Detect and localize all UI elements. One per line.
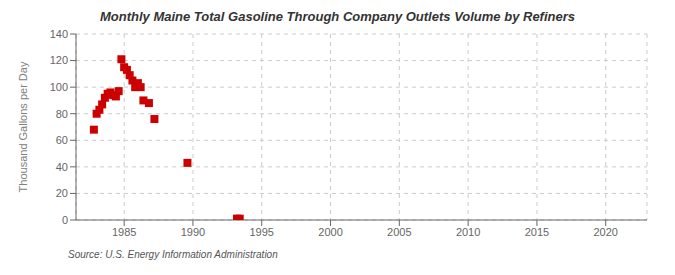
svg-text:20: 20 [56, 187, 68, 199]
svg-text:80: 80 [56, 108, 68, 120]
svg-text:2000: 2000 [318, 226, 342, 238]
svg-text:1995: 1995 [250, 226, 274, 238]
html-text:Monthly Maine Total Gasoline T: Monthly Maine Total Gasoline Through Com… [100, 9, 575, 24]
svg-text:2020: 2020 [593, 226, 617, 238]
svg-text:2015: 2015 [525, 226, 549, 238]
html-text:Source: U.S. Energy Informatio: Source: U.S. Energy Information Administ… [68, 249, 278, 260]
svg-text:2005: 2005 [387, 226, 411, 238]
svg-text:40: 40 [56, 161, 68, 173]
svg-text:140: 140 [50, 28, 68, 40]
svg-text:Thousand Gallons per Day: Thousand Gallons per Day [17, 61, 29, 192]
svg-text:1985: 1985 [112, 226, 136, 238]
svg-text:0: 0 [62, 214, 68, 226]
svg-text:100: 100 [50, 81, 68, 93]
svg-text:60: 60 [56, 134, 68, 146]
svg-text:1990: 1990 [181, 226, 205, 238]
svg-text:120: 120 [50, 54, 68, 66]
svg-text:2010: 2010 [456, 226, 480, 238]
